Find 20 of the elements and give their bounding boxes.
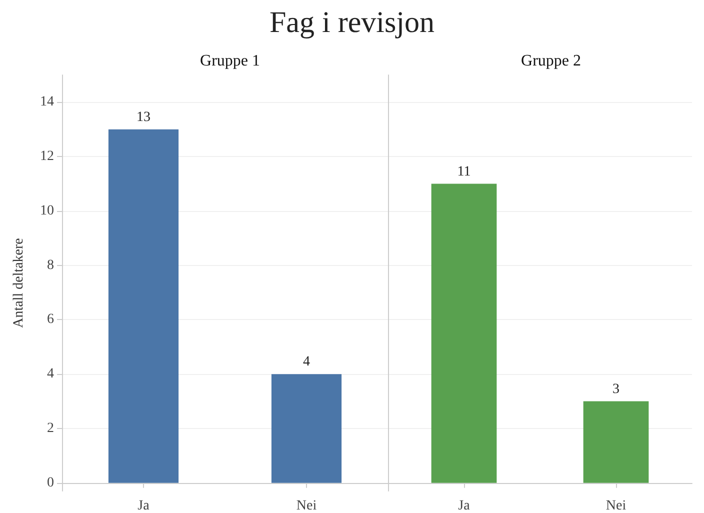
- x-tick-label: Ja: [138, 498, 150, 513]
- chart-title: Fag i revisjon: [268, 6, 436, 40]
- y-axis-title: Antall deltakere: [12, 238, 26, 328]
- data-label: 13: [136, 110, 150, 125]
- x-tick-label: Nei: [296, 498, 317, 513]
- chart-subtitle: Gruppe 2: [521, 52, 581, 70]
- y-tick-label: 4: [47, 366, 54, 382]
- data-label: 11: [457, 164, 471, 180]
- y-tick-label: 10: [40, 203, 54, 218]
- y-tick-label: 0: [47, 475, 54, 490]
- x-tick-label: Nei: [606, 498, 626, 513]
- data-label: 4: [303, 354, 310, 370]
- data-label: 3: [612, 382, 620, 397]
- y-tick-label: 14: [40, 94, 54, 110]
- y-tick-label: 12: [40, 149, 54, 164]
- y-tick-label: 6: [47, 312, 54, 328]
- y-tick-label: 8: [47, 258, 54, 273]
- y-tick-label: 2: [47, 420, 54, 436]
- chart-subtitle: Gruppe 1: [200, 52, 260, 70]
- x-tick-label: Ja: [458, 498, 471, 513]
